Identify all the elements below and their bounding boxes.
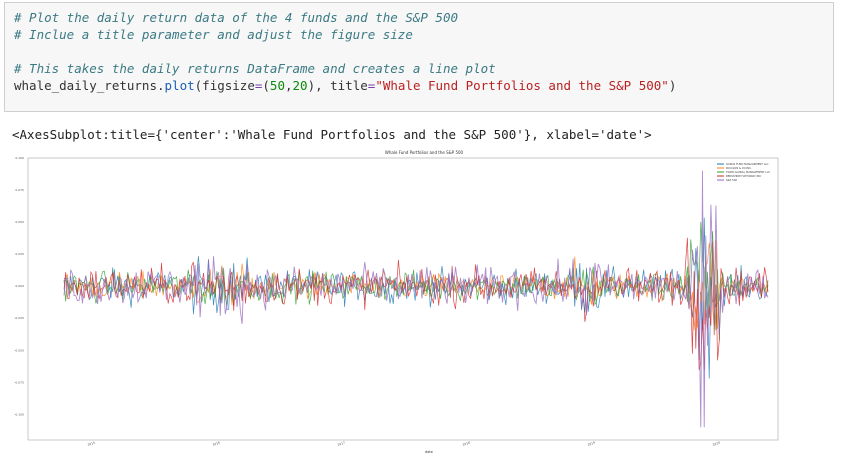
y-tick-label: 0.025: [15, 252, 24, 256]
code-variable: whale_daily_returns: [14, 78, 157, 93]
code-dot: .: [157, 78, 165, 93]
line-chart: Whale Fund Portfolios and the S&P 500 0.…: [14, 150, 779, 454]
series-line: [63, 237, 769, 370]
y-tick-label: -0.025: [14, 316, 24, 320]
x-tick-label: 2017: [337, 441, 346, 447]
legend-label: TIGER GLOBAL MANAGEMENT LLC: [726, 170, 770, 174]
y-tick-label: -0.050: [14, 348, 24, 352]
code-function: plot: [164, 78, 195, 93]
y-tick-label: 0.050: [15, 220, 24, 224]
legend-label: S&P 500: [726, 178, 737, 182]
y-tick-label: -0.075: [14, 380, 24, 384]
x-tick-label: 2019: [587, 441, 596, 447]
x-tick-label: 2020: [712, 441, 721, 447]
series-lines: [63, 170, 769, 428]
plot-area-frame: [27, 157, 779, 441]
legend-label: SOROS FUND MANAGEMENT LLC: [726, 162, 769, 166]
code-cell-input[interactable]: # Plot the daily return data of the 4 fu…: [4, 2, 834, 112]
series-line: [63, 217, 769, 379]
code-comma: ,: [284, 78, 293, 93]
code-comment-line-4: # This takes the daily returns DataFrame…: [14, 61, 496, 76]
y-tick-label: 0.100: [15, 156, 24, 160]
code-number-20: 20: [292, 78, 308, 93]
code-close-paren: ): [668, 78, 677, 93]
code-number-50: 50: [269, 78, 285, 93]
code-paren: (: [262, 78, 270, 93]
code-operator: =: [254, 78, 263, 93]
y-tick-label: -0.100: [14, 412, 24, 416]
plot-output: Whale Fund Portfolios and the S&P 500 0.…: [4, 148, 834, 460]
x-axis-label: date: [425, 450, 433, 454]
code-string: "Whale Fund Portfolios and the S&P 500": [375, 78, 669, 93]
code-editor[interactable]: # Plot the daily return data of the 4 fu…: [14, 9, 676, 94]
cell-output-text: <AxesSubplot:title={'center':'Whale Fund…: [12, 127, 652, 142]
y-axis: 0.100 0.075 0.050 0.025 0.000 -0.025 -0.050 -0.…: [14, 156, 24, 416]
x-axis: 2015 2016 2017 2018 2019 2020: [87, 441, 721, 447]
x-tick-label: 2018: [462, 441, 471, 447]
legend-label: BERKSHIRE HATHAWAY INC: [726, 174, 761, 178]
code-comment-line-1: # Plot the daily return data of the 4 fu…: [14, 10, 459, 25]
y-tick-label: 0.075: [15, 188, 24, 192]
series-line: [63, 170, 769, 428]
code-operator-2: =: [367, 78, 376, 93]
series-line: [63, 240, 769, 331]
x-tick-label: 2015: [87, 441, 96, 447]
legend-label: PAULSON & CO.INC.: [726, 166, 752, 170]
chart-title: Whale Fund Portfolios and the S&P 500: [385, 150, 464, 155]
code-arg: (figsize: [194, 78, 255, 93]
code-comment-line-2: # Inclue a title parameter and adjust th…: [14, 27, 413, 42]
y-tick-label: 0.000: [15, 284, 24, 288]
code-arg-title: ), title: [307, 78, 368, 93]
x-tick-label: 2016: [212, 441, 221, 447]
